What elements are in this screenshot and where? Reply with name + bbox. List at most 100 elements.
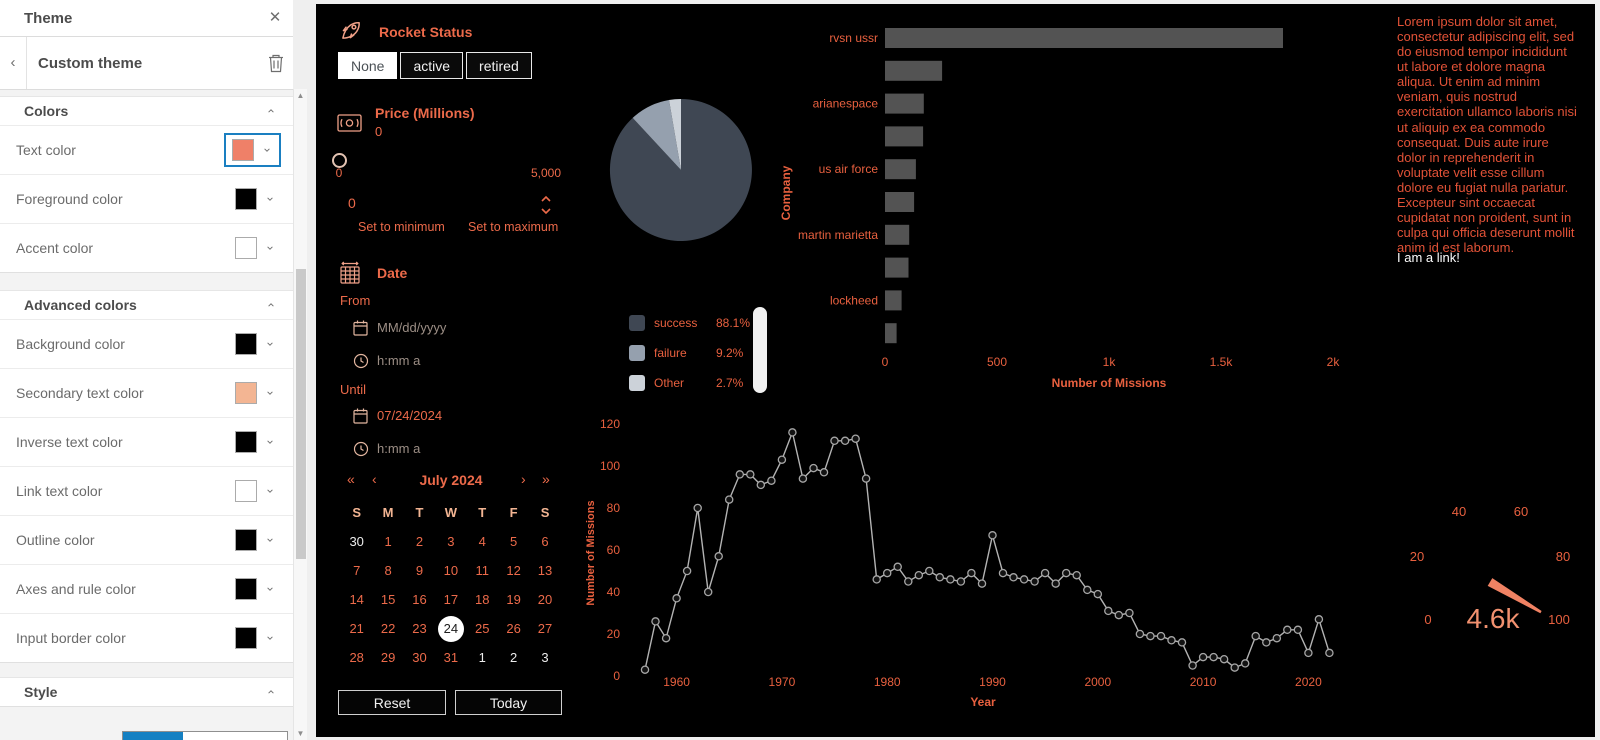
calendar-day[interactable]: 11 (475, 563, 490, 578)
price-slider-handle[interactable] (332, 153, 347, 168)
gauge-chart[interactable]: 0 20 40 60 80 100 4.6k (1370, 440, 1600, 670)
set-to-maximum-link[interactable]: Set to maximum (468, 220, 559, 234)
section-header[interactable]: Style (0, 678, 293, 706)
bar-4[interactable] (885, 159, 916, 180)
bar-0[interactable] (885, 28, 1283, 48)
reset-button[interactable]: Reset (338, 690, 446, 715)
calendar-day[interactable]: 2 (415, 534, 424, 549)
pie-slice-failure[interactable] (632, 100, 681, 170)
calendar-day[interactable]: 26 (506, 621, 521, 636)
calendar-day[interactable]: 15 (380, 592, 396, 607)
color-swatch-button[interactable] (230, 234, 281, 262)
calendar-day[interactable]: 1 (384, 534, 392, 549)
collapse-chevron-icon[interactable] (265, 686, 277, 698)
stepper-up-icon[interactable] (540, 191, 552, 209)
rich-text-link[interactable]: I am a link! (1397, 250, 1460, 265)
color-swatch-button[interactable] (230, 379, 281, 407)
close-icon[interactable]: ✕ (268, 9, 282, 26)
scroll-up-arrow[interactable]: ▲ (296, 91, 305, 100)
legend-item[interactable]: success 88.1% (629, 315, 750, 331)
legend-item[interactable]: failure 9.2% (629, 345, 743, 361)
calendar-day[interactable]: 28 (349, 650, 364, 665)
set-to-minimum-link[interactable]: Set to minimum (358, 220, 445, 234)
calendar-day[interactable]: 8 (384, 563, 392, 578)
calendar-day[interactable]: 10 (443, 563, 459, 578)
today-button[interactable]: Today (455, 690, 562, 715)
calendar-day[interactable]: 25 (475, 621, 490, 636)
color-swatch-button[interactable] (230, 477, 281, 505)
rocket-status-option-retired[interactable]: retired (466, 52, 532, 79)
calendar-day[interactable]: 22 (380, 621, 396, 636)
rocket-status-option-active[interactable]: active (400, 52, 464, 79)
calendar-day[interactable]: 9 (415, 563, 424, 578)
bar-3[interactable] (885, 126, 924, 147)
calendar-day[interactable]: 13 (537, 563, 553, 578)
from-time-input[interactable]: h:mm a (377, 353, 421, 368)
until-date-input[interactable]: 07/24/2024 (377, 408, 443, 423)
until-time-input[interactable]: h:mm a (377, 441, 421, 456)
bar-8[interactable] (885, 290, 902, 311)
calendar-next-year[interactable]: » (542, 471, 550, 487)
color-swatch-button[interactable] (230, 526, 281, 554)
calendar-day[interactable]: 5 (510, 534, 518, 549)
color-swatch-button[interactable] (224, 133, 281, 167)
collapse-chevron-icon[interactable] (265, 105, 277, 117)
calendar-day[interactable]: 30 (412, 650, 427, 665)
from-date-input[interactable]: MM/dd/yyyy (377, 320, 447, 335)
trash-icon[interactable] (267, 53, 285, 73)
calendar-day[interactable]: 21 (349, 621, 364, 636)
calendar-prev-month[interactable]: ‹ (372, 471, 377, 487)
color-swatch-button[interactable] (230, 330, 281, 358)
legend-scrollbar[interactable] (753, 307, 767, 393)
back-chevron-icon[interactable]: ‹ (0, 37, 27, 89)
section-header[interactable]: Advanced colors (0, 291, 293, 319)
line-chart[interactable]: 0 20 40 60 80 100 120 1960 1970 1980 1990 2000 2010 2… (580, 405, 1370, 715)
bar-9[interactable] (885, 323, 897, 344)
legend-item[interactable]: Other 2.7% (629, 375, 743, 391)
calendar-day[interactable]: 31 (443, 650, 459, 665)
calendar-day[interactable]: 12 (506, 563, 521, 578)
calendar-day[interactable]: 19 (506, 592, 521, 607)
collapse-chevron-icon[interactable] (265, 299, 277, 311)
color-swatch-button[interactable] (230, 575, 281, 603)
bar-7[interactable] (885, 257, 909, 278)
color-swatch-button[interactable] (230, 185, 281, 213)
calendar-day[interactable]: 20 (537, 592, 553, 607)
rocket-status-option-none[interactable]: None (338, 52, 398, 79)
calendar-day[interactable]: 7 (353, 563, 361, 578)
color-swatch-button[interactable] (230, 428, 281, 456)
calendar-day[interactable]: 2 (510, 650, 518, 665)
calendar-day[interactable]: 1 (478, 650, 486, 665)
calendar-day[interactable]: 18 (475, 592, 490, 607)
calendar-day[interactable]: 4 (478, 534, 486, 549)
calendar-day[interactable]: 24 (435, 614, 466, 643)
stepper-down-icon[interactable] (540, 203, 552, 221)
scroll-down-arrow[interactable]: ▼ (296, 729, 305, 738)
price-number-input[interactable]: 0 (348, 195, 356, 211)
calendar-day[interactable]: 14 (349, 592, 364, 607)
bar-2[interactable] (885, 93, 924, 114)
pie-chart[interactable] (605, 90, 760, 255)
calendar-day[interactable]: 6 (541, 534, 549, 549)
calendar-day[interactable]: 30 (349, 534, 364, 549)
calendar-day[interactable]: 23 (412, 621, 427, 636)
bar-1[interactable] (885, 60, 943, 81)
calendar-prev-year[interactable]: « (347, 471, 355, 487)
bar-5[interactable] (885, 192, 915, 212)
calendar-day[interactable]: 17 (443, 592, 459, 607)
calendar-day[interactable]: 27 (537, 621, 553, 636)
panel-scrollbar[interactable]: ▲ ▼ (293, 89, 307, 740)
pie-slice-success[interactable] (609, 99, 752, 241)
bar-6[interactable] (885, 224, 910, 245)
calendar-day[interactable]: 29 (380, 650, 396, 665)
calendar-day[interactable]: 16 (412, 592, 427, 607)
style-preview-slider[interactable] (122, 731, 288, 740)
bar-chart[interactable]: rvsn ussr arianespace us air force martin m… (776, 10, 1366, 395)
calendar-day[interactable]: 3 (447, 534, 455, 549)
calendar-day[interactable]: 3 (541, 650, 549, 665)
color-swatch-button[interactable] (230, 624, 281, 652)
section-header[interactable]: Colors (0, 97, 293, 125)
panel-scrollbar-thumb[interactable] (295, 269, 306, 559)
pie-slice-Other[interactable] (669, 98, 681, 170)
calendar-next-month[interactable]: › (521, 471, 526, 487)
